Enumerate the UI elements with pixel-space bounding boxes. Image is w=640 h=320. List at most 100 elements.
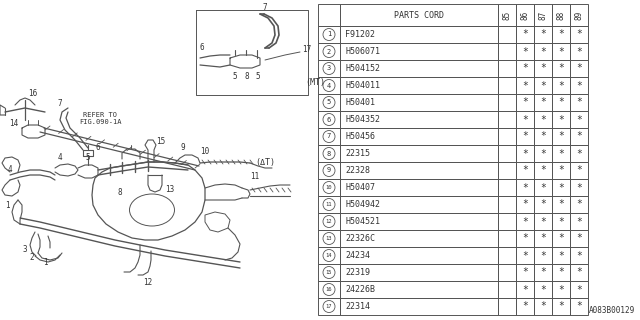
Bar <box>534 230 552 247</box>
Circle shape <box>323 148 335 159</box>
Bar <box>318 179 340 196</box>
Text: 8: 8 <box>118 188 122 197</box>
Text: *: * <box>558 251 564 260</box>
Bar <box>318 4 340 26</box>
Bar <box>534 128 552 145</box>
Text: 9: 9 <box>327 167 331 173</box>
Text: *: * <box>522 132 528 141</box>
Bar <box>318 128 340 145</box>
Text: *: * <box>522 46 528 57</box>
Bar <box>552 128 570 145</box>
Bar <box>570 179 588 196</box>
Bar <box>552 213 570 230</box>
Text: (ΔT): (ΔT) <box>255 157 275 166</box>
Text: 2: 2 <box>327 49 331 54</box>
Text: *: * <box>540 98 546 108</box>
Text: 13: 13 <box>326 236 332 241</box>
Bar <box>340 230 498 247</box>
Text: *: * <box>558 199 564 210</box>
Text: 7: 7 <box>262 3 268 12</box>
Bar <box>318 264 340 281</box>
Text: H50407: H50407 <box>345 183 375 192</box>
Bar <box>498 264 516 281</box>
Text: 5: 5 <box>86 153 90 162</box>
Text: *: * <box>558 81 564 91</box>
Text: *: * <box>522 115 528 124</box>
Text: 8: 8 <box>327 150 331 156</box>
Bar <box>318 94 340 111</box>
Bar <box>516 162 534 179</box>
Circle shape <box>323 267 335 278</box>
Text: *: * <box>558 234 564 244</box>
Text: *: * <box>558 115 564 124</box>
Text: *: * <box>540 217 546 227</box>
Text: *: * <box>576 199 582 210</box>
Bar <box>552 179 570 196</box>
Bar <box>516 43 534 60</box>
Bar <box>552 77 570 94</box>
Bar <box>516 230 534 247</box>
Text: *: * <box>540 199 546 210</box>
Bar <box>516 247 534 264</box>
Bar <box>516 213 534 230</box>
Text: 1: 1 <box>327 31 331 37</box>
Text: 22315: 22315 <box>345 149 370 158</box>
Text: 14: 14 <box>9 118 18 127</box>
Text: *: * <box>540 234 546 244</box>
Text: 4: 4 <box>58 153 62 162</box>
Text: 15: 15 <box>156 138 165 147</box>
Bar <box>534 4 552 26</box>
Bar <box>552 264 570 281</box>
Text: 2: 2 <box>29 253 34 262</box>
Text: 7: 7 <box>327 133 331 140</box>
Bar <box>570 230 588 247</box>
Bar <box>552 298 570 315</box>
Bar <box>340 264 498 281</box>
Bar <box>498 247 516 264</box>
Bar <box>498 179 516 196</box>
Text: *: * <box>558 132 564 141</box>
Text: 13: 13 <box>165 186 174 195</box>
Text: H50456: H50456 <box>345 132 375 141</box>
Circle shape <box>323 250 335 261</box>
Bar <box>340 196 498 213</box>
Text: 5: 5 <box>233 72 237 81</box>
Text: 17: 17 <box>326 304 332 309</box>
Circle shape <box>323 284 335 295</box>
Text: *: * <box>558 217 564 227</box>
Circle shape <box>323 28 335 41</box>
Bar <box>552 230 570 247</box>
Bar <box>552 111 570 128</box>
Text: *: * <box>522 268 528 277</box>
Text: *: * <box>558 268 564 277</box>
Text: 5: 5 <box>256 72 260 81</box>
Bar <box>516 145 534 162</box>
Bar <box>552 43 570 60</box>
Text: *: * <box>558 284 564 294</box>
Text: 15: 15 <box>326 270 332 275</box>
Text: *: * <box>540 63 546 74</box>
Bar <box>498 281 516 298</box>
Text: PARTS CORD: PARTS CORD <box>394 11 444 20</box>
Text: 11: 11 <box>326 202 332 207</box>
Text: *: * <box>522 251 528 260</box>
Text: *: * <box>576 81 582 91</box>
Bar <box>570 26 588 43</box>
Text: 6: 6 <box>200 43 204 52</box>
Text: 11: 11 <box>250 172 260 181</box>
Text: H504942: H504942 <box>345 200 380 209</box>
Bar <box>318 60 340 77</box>
Bar <box>570 264 588 281</box>
Text: *: * <box>576 29 582 39</box>
Text: *: * <box>540 301 546 311</box>
Text: *: * <box>540 251 546 260</box>
Text: 3: 3 <box>327 66 331 71</box>
Bar <box>516 77 534 94</box>
Text: H504011: H504011 <box>345 81 380 90</box>
Bar <box>340 145 498 162</box>
Bar <box>552 162 570 179</box>
Bar <box>570 298 588 315</box>
Text: H504152: H504152 <box>345 64 380 73</box>
Text: *: * <box>522 29 528 39</box>
Bar <box>552 247 570 264</box>
